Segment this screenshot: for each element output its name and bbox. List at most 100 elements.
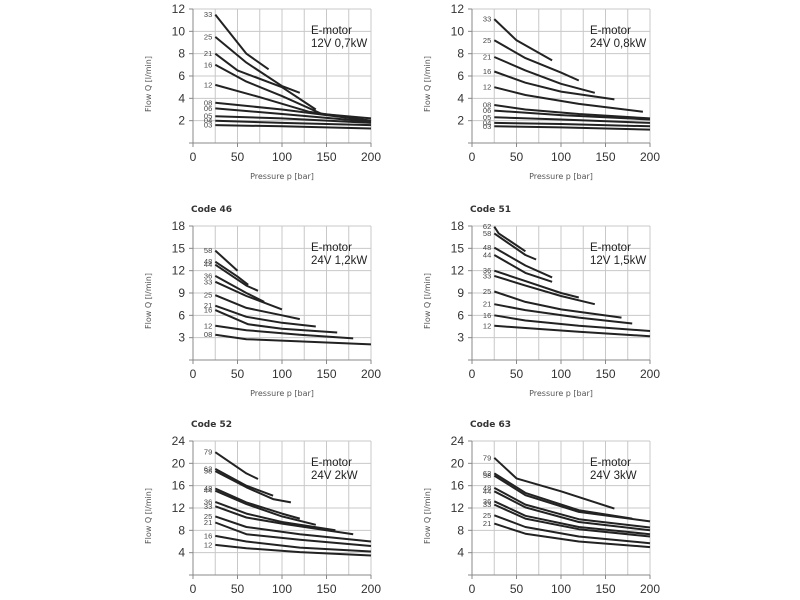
- series-label: 21: [204, 301, 212, 310]
- series-label: 21: [204, 518, 212, 527]
- x-tick-label: 150: [316, 582, 336, 596]
- series-label: 06: [204, 104, 212, 113]
- y-tick-label: 8: [178, 47, 185, 61]
- series-line-62: [214, 468, 274, 497]
- series-line-25: [493, 39, 580, 82]
- series-label: 48: [483, 243, 491, 252]
- y-tick-label: 9: [457, 286, 464, 300]
- series-label: 08: [204, 98, 212, 107]
- y-tick-label: 12: [172, 501, 186, 515]
- series-line-48: [493, 487, 651, 529]
- series-line-16: [494, 314, 651, 332]
- series-line-33: [493, 18, 553, 62]
- series-label: 04: [483, 118, 491, 127]
- motor-label-line1: E-motor: [590, 457, 631, 469]
- y-tick-label: 12: [451, 2, 465, 16]
- y-tick-label: 4: [178, 91, 185, 105]
- x-tick-label: 0: [469, 582, 476, 596]
- series-label: 33: [204, 277, 212, 286]
- series-label: 16: [483, 311, 491, 320]
- x-tick-label: 50: [510, 367, 524, 381]
- series-line-12: [494, 86, 644, 113]
- motor-label-line2: 12V 0,7kW: [311, 38, 367, 50]
- y-tick-label: 16: [172, 479, 186, 493]
- series-label: 36: [204, 271, 212, 280]
- y-tick-label: 18: [172, 219, 186, 233]
- y-tick-label: 6: [178, 69, 185, 83]
- series-label: 48: [204, 257, 212, 266]
- x-tick-label: 200: [640, 367, 660, 381]
- y-tick-label: 8: [457, 47, 464, 61]
- series-line-21: [493, 56, 596, 94]
- motor-label-line2: 24V 2kW: [311, 470, 358, 482]
- x-tick-label: 200: [361, 582, 381, 596]
- x-tick-label: 150: [316, 150, 336, 164]
- series-line-58: [493, 232, 537, 261]
- series-label: 12: [483, 83, 491, 92]
- series-label: 62: [483, 469, 491, 478]
- series-label: 21: [483, 53, 491, 62]
- x-tick-label: 50: [510, 582, 524, 596]
- y-tick-label: 12: [172, 2, 186, 16]
- series-line-44: [493, 490, 651, 532]
- series-label: 25: [483, 287, 491, 296]
- series-line-03: [215, 124, 372, 130]
- y-axis-title: Flow Q [l/min]: [144, 488, 153, 544]
- y-tick-label: 8: [457, 523, 464, 537]
- motor-label-line1: E-motor: [311, 457, 352, 469]
- x-axis-title: Pressure p [bar]: [250, 389, 314, 398]
- y-tick-label: 12: [451, 264, 465, 278]
- series-line-44: [493, 254, 553, 283]
- series-label: 33: [204, 10, 212, 19]
- series-label: 21: [483, 300, 491, 309]
- y-tick-label: 16: [451, 479, 465, 493]
- motor-label-line2: 12V 1,5kW: [590, 255, 646, 267]
- x-tick-label: 150: [595, 150, 615, 164]
- series-line-62: [493, 472, 633, 520]
- series-label: 58: [483, 229, 491, 238]
- y-tick-label: 20: [172, 456, 186, 470]
- series-label: 05: [483, 113, 491, 122]
- x-tick-label: 50: [231, 582, 245, 596]
- series-line-21: [494, 303, 633, 325]
- series-line-21: [493, 522, 651, 549]
- y-tick-label: 20: [451, 456, 465, 470]
- series-label: 12: [483, 321, 491, 330]
- series-line-08: [494, 104, 651, 120]
- y-tick-label: 8: [178, 523, 185, 537]
- series-label: 25: [483, 36, 491, 45]
- series-line-48: [214, 487, 301, 520]
- series-label: 06: [483, 106, 491, 115]
- x-tick-label: 150: [316, 367, 336, 381]
- x-axis-title: Pressure p [bar]: [529, 172, 593, 181]
- series-line-21: [214, 52, 317, 111]
- series-label: 33: [483, 500, 491, 509]
- y-axis-title: Flow Q [l/min]: [423, 56, 432, 112]
- series-line-25: [214, 515, 372, 543]
- motor-label-line1: E-motor: [590, 242, 631, 254]
- series-line-36: [214, 275, 265, 303]
- series-line-48: [493, 246, 553, 279]
- series-label: 44: [204, 486, 212, 495]
- y-tick-label: 10: [451, 24, 465, 38]
- series-line-33: [494, 274, 596, 306]
- series-line-33: [493, 503, 651, 538]
- x-tick-label: 200: [361, 150, 381, 164]
- series-label: 48: [483, 483, 491, 492]
- series-label: 58: [204, 467, 212, 476]
- series-label: 03: [204, 121, 212, 130]
- y-axis-title: Flow Q [l/min]: [144, 273, 153, 329]
- y-tick-label: 12: [451, 501, 465, 515]
- series-line-25: [493, 290, 622, 319]
- series-line-08: [215, 101, 372, 122]
- series-label: 21: [483, 519, 491, 528]
- series-line-58: [214, 470, 292, 504]
- chart-code-title: Code 46: [191, 205, 232, 215]
- x-tick-label: 200: [640, 582, 660, 596]
- series-label: 04: [204, 116, 212, 125]
- motor-label-line1: E-motor: [311, 25, 352, 37]
- series-label: 33: [483, 15, 491, 24]
